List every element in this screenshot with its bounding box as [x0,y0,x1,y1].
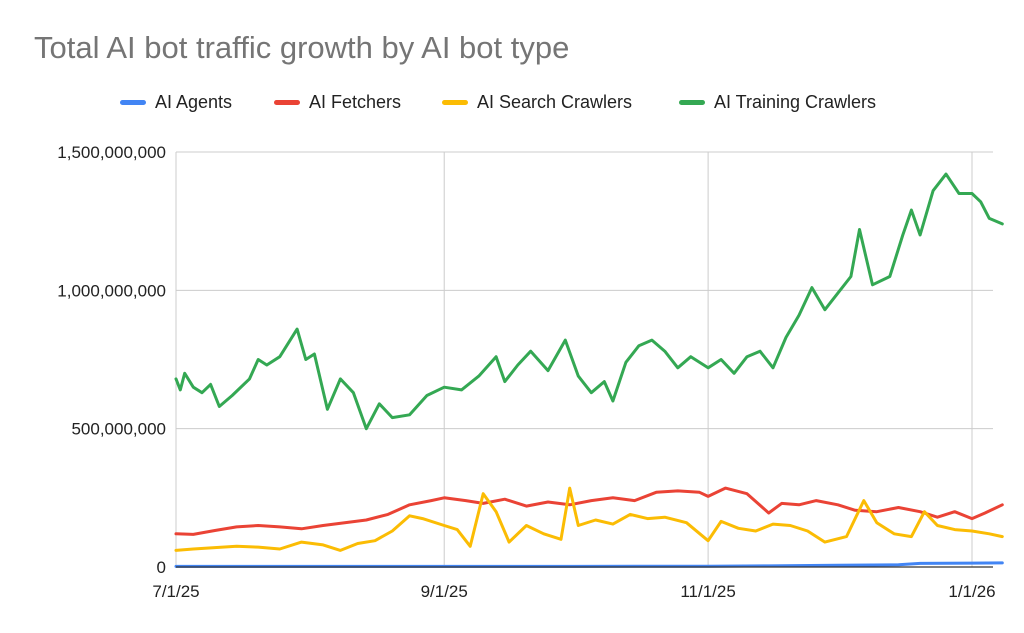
y-tick-label: 1,000,000,000 [57,281,166,300]
legend-swatch [274,100,300,105]
x-tick-label: 1/1/26 [948,582,995,601]
y-tick-label: 500,000,000 [71,420,166,439]
series-line-ai-training-crawlers [174,172,1004,431]
series-line-ai-search-crawlers [174,486,1004,552]
legend-item-ai-fetchers[interactable]: AI Fetchers [274,92,401,113]
legend: AI Agents AI Fetchers AI Search Crawlers… [0,92,1024,118]
legend-swatch [442,100,468,105]
x-tick-label: 7/1/25 [152,582,199,601]
series-line-ai-agents [174,561,1004,568]
legend-label: AI Agents [155,92,233,112]
legend-item-ai-agents[interactable]: AI Agents [120,92,232,113]
y-tick-label: 1,500,000,000 [57,143,166,162]
legend-label: AI Search Crawlers [477,92,633,112]
y-tick-label: 0 [157,558,166,577]
legend-swatch [679,100,705,105]
x-tick-label: 11/1/25 [680,582,735,601]
legend-label: AI Training Crawlers [714,92,877,112]
series-line-ai-fetchers [174,486,1004,536]
chart-title: Total AI bot traffic growth by AI bot ty… [34,30,570,65]
x-tick-label: 9/1/25 [421,582,468,601]
legend-label: AI Fetchers [309,92,402,112]
legend-swatch [120,100,146,105]
legend-item-ai-search-crawlers[interactable]: AI Search Crawlers [442,92,632,113]
legend-item-ai-training-crawlers[interactable]: AI Training Crawlers [679,92,876,113]
